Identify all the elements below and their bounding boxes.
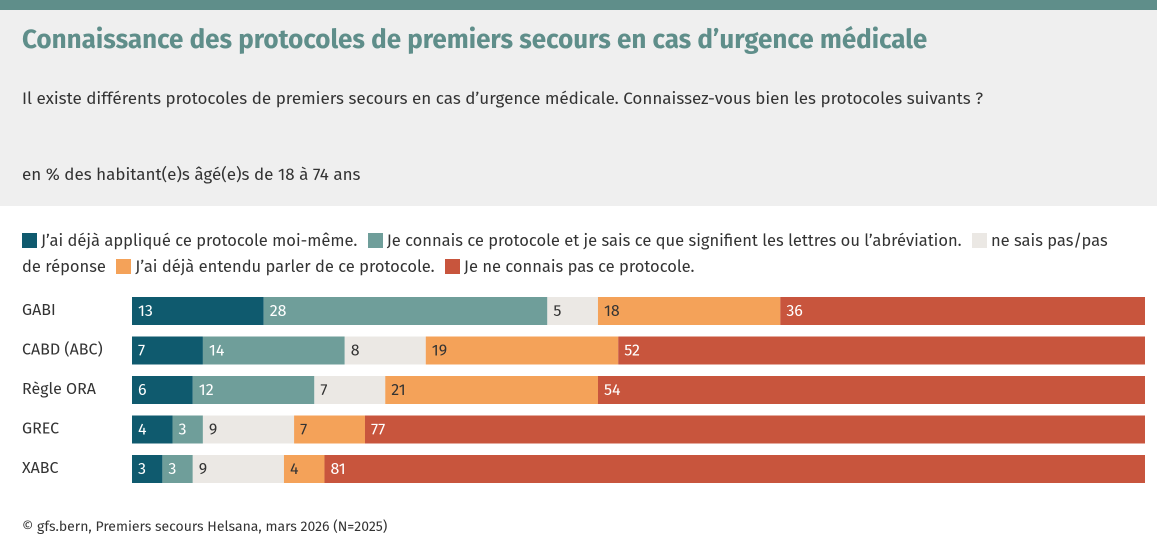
legend-item: ne sais pas/pas de réponse xyxy=(22,232,1108,277)
legend: J’ai déjà appliqué ce protocole moi-même… xyxy=(22,229,1112,281)
bar-segment xyxy=(283,455,325,483)
legend-item: Je ne connais pas ce protocole. xyxy=(444,258,695,277)
bar-segment xyxy=(192,455,284,483)
bar-segment xyxy=(618,336,1145,365)
top-strip xyxy=(0,0,1157,10)
bar-segment xyxy=(202,336,345,365)
bar-segment xyxy=(364,415,1145,444)
data-label: 7 xyxy=(320,381,327,400)
header xyxy=(0,10,1157,206)
data-label: 14 xyxy=(209,342,225,361)
bar-segment xyxy=(780,297,1145,325)
data-label: 18 xyxy=(604,302,620,321)
bar-segment xyxy=(132,415,173,444)
bar-segment xyxy=(294,415,365,444)
subtitle: Il existe différents protocoles de premi… xyxy=(22,88,984,109)
data-label: 4 xyxy=(138,421,147,440)
y-tick-label: GABI xyxy=(22,301,56,320)
legend-label: Je connais ce protocole et je sais ce qu… xyxy=(386,232,962,251)
bar-segment xyxy=(132,297,264,325)
bar-segment xyxy=(132,455,163,483)
y-tick-label: CABD (ABC) xyxy=(22,340,103,360)
legend-item: Je connais ce protocole et je sais ce qu… xyxy=(367,232,962,251)
bar-segment xyxy=(132,376,193,404)
data-label: 28 xyxy=(270,302,287,321)
data-label: 21 xyxy=(391,381,405,400)
data-label: 4 xyxy=(290,460,299,479)
y-tick-label: XABC xyxy=(22,459,59,478)
bar-segment xyxy=(324,455,1146,483)
bar-segment xyxy=(597,376,1145,404)
legend-swatch xyxy=(971,233,987,248)
data-label: 81 xyxy=(330,460,345,479)
data-label: 9 xyxy=(209,421,217,440)
y-tick-label: Règle ORA xyxy=(22,380,97,399)
bar-segment xyxy=(263,297,548,325)
data-label: 3 xyxy=(179,421,187,440)
bar-segment xyxy=(314,376,386,404)
data-label: 3 xyxy=(168,460,176,479)
data-label: 12 xyxy=(199,381,214,400)
data-label: 8 xyxy=(351,342,360,361)
data-label: 13 xyxy=(138,302,153,321)
bar-segment xyxy=(547,297,598,325)
data-label: 9 xyxy=(199,460,207,479)
legend-label: J’ai déjà appliqué ce protocole moi-même… xyxy=(41,232,358,251)
data-label: 77 xyxy=(371,421,385,440)
legend-swatch xyxy=(116,259,132,274)
legend-swatch xyxy=(367,233,383,248)
y-tick-label: GREC xyxy=(22,420,59,439)
bar-segment xyxy=(385,376,598,404)
bar-segment xyxy=(344,336,426,365)
chart-title: Connaissance des protocoles de premiers … xyxy=(22,24,928,55)
legend-label: ne sais pas/pas de réponse xyxy=(22,232,1108,277)
source: © gfs.bern, Premiers secours Helsana, ma… xyxy=(22,518,388,535)
bar-segment xyxy=(162,455,193,483)
data-label: 3 xyxy=(138,460,146,479)
data-label: 7 xyxy=(138,342,145,361)
data-label: 36 xyxy=(786,302,803,321)
data-label: 52 xyxy=(624,342,640,361)
bar-segment xyxy=(172,415,203,444)
data-label: 7 xyxy=(300,421,307,440)
legend-item: J’ai déjà entendu parler de ce protocole… xyxy=(116,258,435,277)
bar-segment xyxy=(192,376,315,404)
bar-segment xyxy=(202,415,295,444)
bar-segment xyxy=(425,336,619,365)
legend-swatch xyxy=(444,259,460,274)
note: en % des habitant(e)s âgé(e)s de 18 à 74… xyxy=(22,164,361,185)
data-label: 54 xyxy=(604,381,621,400)
legend-swatch xyxy=(22,233,37,248)
bar-segment xyxy=(132,336,203,365)
bar-segment xyxy=(597,297,781,325)
data-label: 6 xyxy=(138,381,147,400)
data-label: 19 xyxy=(432,342,447,361)
legend-item: J’ai déjà appliqué ce protocole moi-même… xyxy=(22,232,357,251)
legend-label: J’ai déjà entendu parler de ce protocole… xyxy=(135,258,435,277)
data-label: 5 xyxy=(553,302,561,321)
legend-label: Je ne connais pas ce protocole. xyxy=(463,258,695,277)
